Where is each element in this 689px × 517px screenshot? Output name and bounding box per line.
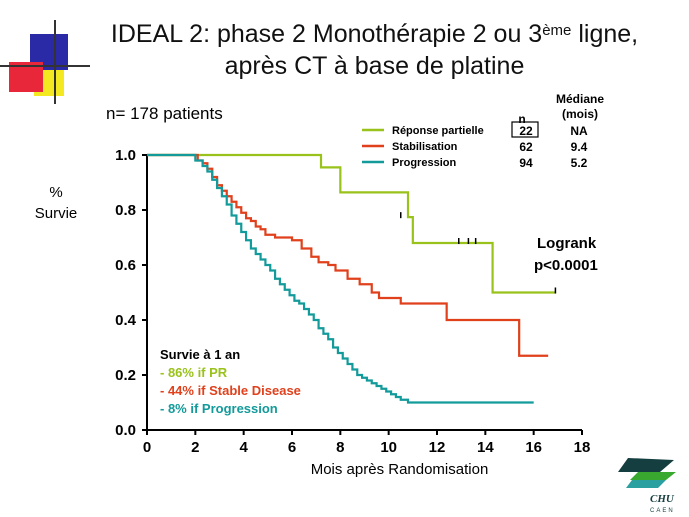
y-tick-label: 0.8 [115,202,136,219]
legend-median-value: NA [570,124,588,138]
title-line-1: IDEAL 2: phase 2 Monothérapie 2 ou 3ème … [60,18,689,50]
title-line-2: après CT à base de platine [224,52,525,80]
y-tick-label: 0.6 [115,257,136,274]
chu-caen-logo: CHU CAEN [618,458,676,514]
logo-stripe-dark [618,458,674,472]
chart-axes: 0 2 4 6 8 10 12 14 16 18 0.0 0.2 0.4 0.6 0.8 1.0 Mois ap… [35,147,591,478]
legend-median-value: 5.2 [571,156,588,170]
logrank-label: Logrank [537,235,597,252]
y-tick-label: 0.0 [115,422,136,439]
x-tick-label: 14 [477,439,494,456]
y-tick-label: 0.2 [115,367,136,384]
y-axis-label-percent: % [49,184,62,201]
logo-text-chu: CHU [650,493,675,505]
series-line-progression [147,153,534,404]
title-line-1-suffix: ligne, [571,20,639,48]
legend-median-value: 9.4 [571,140,588,154]
y-axis-label-survie: Survie [35,205,78,222]
x-tick-label: 2 [191,439,199,456]
legend-n-value: 62 [519,140,533,154]
legend-label: Stabilisation [392,141,458,153]
legend-label: Réponse partielle [392,125,484,137]
y-tick-label: 1.0 [115,147,136,164]
logo-stripe-teal [626,480,666,488]
x-tick-label: 18 [574,439,591,456]
survival-1yr-sd: - 44% if Stable Disease [160,383,301,398]
survival-1yr-progression: - 8% if Progression [160,401,278,416]
x-tick-label: 16 [525,439,542,456]
x-axis-label: Mois après Randomisation [311,461,489,478]
legend-header-median-unit: (mois) [562,107,598,121]
survival-1yr-pr: - 86% if PR [160,365,228,380]
x-tick-label: 12 [429,439,446,456]
slide-decoration-logo [0,20,90,104]
legend-n-value: 22 [519,124,533,138]
logo-stripe-green [630,472,676,480]
title-superscript: ème [542,22,572,39]
x-tick-label: 8 [336,439,344,456]
legend-n-box [511,121,539,138]
chart-series-layer [147,153,557,404]
series-line-rponse-partielle [147,153,556,294]
legend-n-value: 94 [519,156,533,170]
survival-1yr-title: Survie à 1 an [160,347,240,362]
x-tick-label: 6 [288,439,296,456]
logrank-pvalue: p<0.0001 [534,257,598,274]
n-patients-label: n= 178 patients [106,104,223,123]
page-title: IDEAL 2: phase 2 Monothérapie 2 ou 3ème … [60,18,689,82]
y-tick-label: 0.4 [115,312,137,329]
title-line-1-prefix: IDEAL 2: phase 2 Monothérapie 2 ou 3 [110,20,543,48]
x-tick-label: 4 [239,439,248,456]
chart-text-layer: n= 178 patients n Médiane(mois) Réponse par… [106,92,604,416]
legend-header-median: Médiane [556,92,604,106]
legend-label: Progression [392,157,456,169]
x-tick-label: 10 [380,439,397,456]
series-line-stabilisation [147,153,549,357]
x-tick-label: 0 [143,439,151,456]
logo-text-caen: CAEN [650,508,675,514]
legend-header-n: n [518,112,525,126]
